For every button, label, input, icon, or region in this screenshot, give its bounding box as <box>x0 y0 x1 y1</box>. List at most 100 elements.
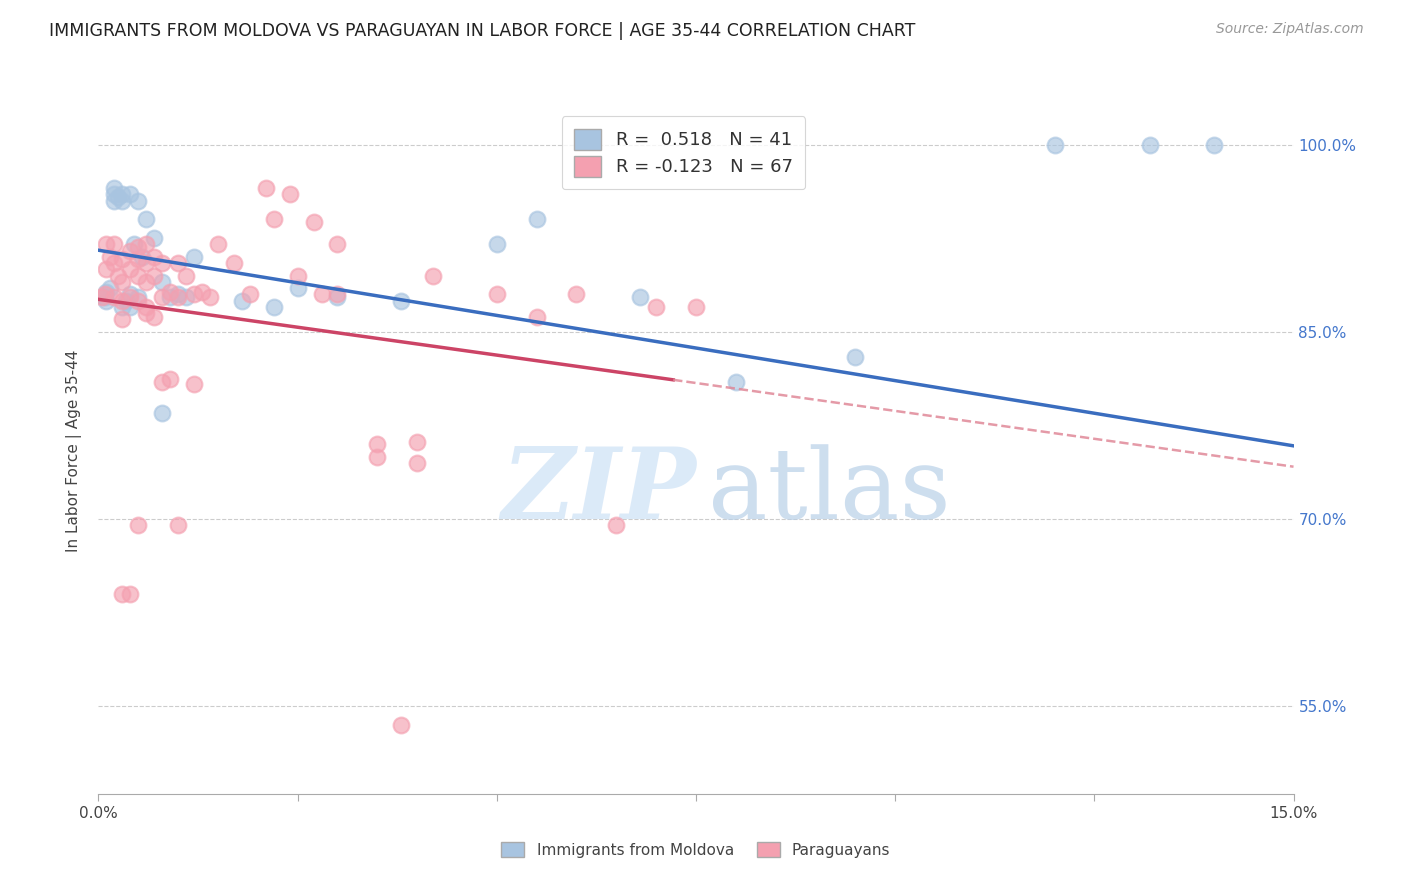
Point <box>167 518 190 533</box>
Point <box>135 237 157 252</box>
Point <box>183 287 205 301</box>
Point <box>605 518 627 533</box>
Point <box>127 293 149 308</box>
Point <box>366 437 388 451</box>
Point <box>103 256 125 270</box>
Point <box>287 268 309 283</box>
Point <box>366 450 388 464</box>
Point <box>159 285 181 299</box>
Point <box>96 262 118 277</box>
Point <box>120 262 142 277</box>
Point <box>183 250 205 264</box>
Point <box>94 290 117 304</box>
Point <box>111 194 134 208</box>
Point <box>96 293 118 308</box>
Point <box>135 212 157 227</box>
Point <box>124 237 146 252</box>
Point <box>389 718 412 732</box>
Point <box>183 377 205 392</box>
Point <box>111 293 134 308</box>
Point <box>207 237 229 252</box>
Point <box>150 275 173 289</box>
Text: Source: ZipAtlas.com: Source: ZipAtlas.com <box>1216 22 1364 37</box>
Point <box>222 256 245 270</box>
Point <box>645 300 668 314</box>
Point <box>167 290 190 304</box>
Text: atlas: atlas <box>709 444 950 540</box>
Point <box>724 375 747 389</box>
Point <box>406 456 429 470</box>
Point <box>107 268 129 283</box>
Point <box>127 194 149 208</box>
Point <box>111 587 134 601</box>
Point <box>167 287 190 301</box>
Point <box>127 518 149 533</box>
Point <box>287 281 309 295</box>
Point <box>326 290 349 304</box>
Point <box>96 237 118 252</box>
Point <box>1139 137 1161 152</box>
Point <box>628 290 651 304</box>
Point <box>98 281 122 295</box>
Point <box>127 240 149 254</box>
Point <box>311 287 333 301</box>
Point <box>111 275 134 289</box>
Point <box>150 406 173 420</box>
Point <box>1043 137 1066 152</box>
Point <box>231 293 253 308</box>
Y-axis label: In Labor Force | Age 35-44: In Labor Force | Age 35-44 <box>66 350 83 551</box>
Point <box>526 212 548 227</box>
Point <box>174 290 197 304</box>
Point <box>422 268 444 283</box>
Point <box>198 290 221 304</box>
Point <box>326 237 349 252</box>
Point <box>111 187 134 202</box>
Point <box>278 187 301 202</box>
Point <box>150 375 173 389</box>
Point <box>127 290 149 304</box>
Point <box>135 300 157 314</box>
Point <box>111 300 134 314</box>
Point <box>135 256 157 270</box>
Point <box>174 268 197 283</box>
Point <box>263 300 285 314</box>
Point <box>406 434 429 449</box>
Point <box>91 290 114 304</box>
Point <box>120 587 142 601</box>
Point <box>115 293 138 308</box>
Point <box>485 287 508 301</box>
Point <box>127 268 149 283</box>
Point <box>239 287 262 301</box>
Point <box>94 287 117 301</box>
Point <box>120 244 142 258</box>
Text: ZIP: ZIP <box>501 443 696 540</box>
Point <box>254 181 277 195</box>
Point <box>526 310 548 324</box>
Point <box>143 268 166 283</box>
Point <box>191 285 214 299</box>
Point <box>131 250 153 264</box>
Point <box>159 290 181 304</box>
Point <box>263 212 285 227</box>
Point <box>150 256 173 270</box>
Point <box>120 287 142 301</box>
Point <box>96 285 118 299</box>
Point <box>159 372 181 386</box>
Point <box>143 310 166 324</box>
Point <box>120 290 142 304</box>
Point <box>565 287 588 301</box>
Point <box>143 231 166 245</box>
Legend: Immigrants from Moldova, Paraguayans: Immigrants from Moldova, Paraguayans <box>494 834 898 865</box>
Point <box>143 250 166 264</box>
Text: IMMIGRANTS FROM MOLDOVA VS PARAGUAYAN IN LABOR FORCE | AGE 35-44 CORRELATION CHA: IMMIGRANTS FROM MOLDOVA VS PARAGUAYAN IN… <box>49 22 915 40</box>
Point <box>103 181 125 195</box>
Point <box>103 237 125 252</box>
Point <box>111 252 134 267</box>
Point <box>135 275 157 289</box>
Point <box>150 290 173 304</box>
Point <box>103 194 125 208</box>
Point <box>685 300 707 314</box>
Point <box>120 300 142 314</box>
Point <box>111 312 134 326</box>
Point <box>326 287 349 301</box>
